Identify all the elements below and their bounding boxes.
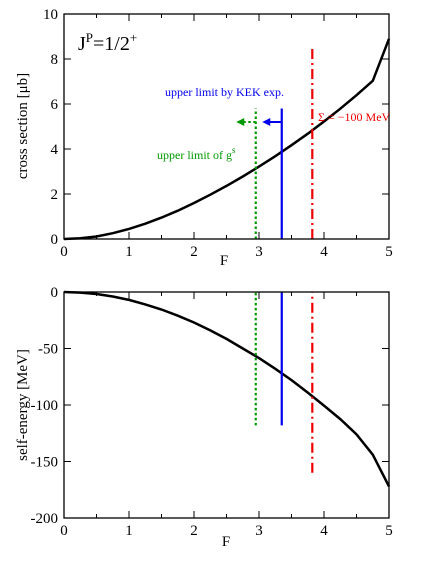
cross-section-frame [63, 13, 390, 240]
cross-section-x-tick-label: 1 [125, 244, 133, 260]
cross-section-chart: 0 1 2 3 4 5 0 2 4 6 8 10 JP=1/2+ cross section [μb]… [15, 7, 393, 269]
cross-section-y-tick-label: 4 [51, 142, 59, 158]
cross-section-y-tick-label: 2 [51, 187, 59, 203]
self-energy-y-axis-label: self-energy [MeV] [15, 349, 31, 461]
self-energy-ticks: 0 1 2 3 4 5 0 -50 -100 -150 -200 [31, 285, 393, 539]
cross-section-marks [63, 38, 391, 241]
self-energy-y-tick-label: -100 [31, 398, 59, 414]
self-energy-x-tick-label: 5 [385, 523, 393, 539]
self-energy-x-axis-label: F [222, 534, 230, 550]
gs-limit-label: upper limit of gs [157, 145, 236, 162]
cross-section-x-tick-label: 3 [255, 244, 263, 260]
self-energy-x-tick-label: 1 [125, 523, 133, 539]
cross-section-x-axis-label: F [220, 253, 228, 269]
cross-section-limit-arrowhead [262, 118, 271, 126]
cross-section-y-tick-label: 6 [51, 97, 59, 113]
cross-section-x-tick-label: 5 [385, 244, 393, 260]
sigma-label: Σ = −100 MeV [318, 110, 391, 124]
self-energy-x-tick-label: 0 [60, 523, 68, 539]
self-energy-x-tick-label: 3 [255, 523, 263, 539]
cross-section-y-tick-label: 8 [51, 52, 59, 68]
self-energy-frame [63, 291, 390, 519]
kek-limit-label: upper limit by KEK exp. [165, 85, 284, 99]
self-energy-curve [63, 290, 391, 487]
spin-parity-label: JP=1/2+ [78, 30, 137, 55]
self-energy-x-tick-label: 2 [190, 523, 198, 539]
cross-section-x-tick-label: 4 [320, 244, 328, 260]
cross-section-y-tick-label: 10 [43, 7, 58, 23]
cross-section-x-tick-label: 2 [190, 244, 198, 260]
cross-section-y-tick-label: 0 [51, 232, 59, 248]
self-energy-marks [63, 290, 391, 487]
self-energy-x-tick-label: 4 [320, 523, 328, 539]
self-energy-chart: 0 1 2 3 4 5 0 -50 -100 -150 -200 self-energy [MeV]… [15, 285, 393, 550]
self-energy-y-tick-label: -200 [31, 511, 59, 527]
cross-section-curve [63, 38, 391, 241]
self-energy-y-tick-label: -50 [38, 342, 58, 358]
cross-section-limit-arrowhead [236, 118, 245, 126]
cross-section-y-axis-label: cross section [μb] [15, 73, 31, 179]
cross-section-x-tick-label: 0 [60, 244, 68, 260]
self-energy-y-tick-label: -150 [31, 455, 59, 471]
self-energy-y-tick-label: 0 [51, 285, 59, 301]
